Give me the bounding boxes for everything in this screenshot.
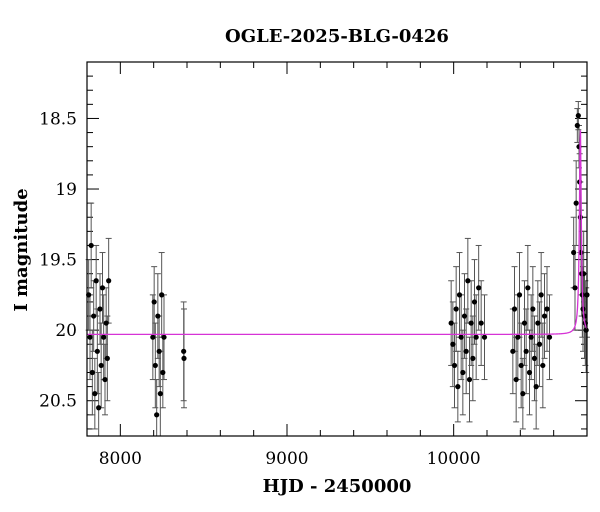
data-point	[571, 249, 577, 256]
data-point	[468, 320, 474, 326]
data-point	[526, 369, 533, 376]
y-tick-label: 20	[55, 321, 77, 341]
data-point	[458, 334, 464, 340]
data-point	[152, 362, 158, 369]
x-tick-label: 9000	[265, 449, 308, 469]
data-point	[455, 384, 461, 390]
data-point	[523, 348, 529, 354]
data-point	[88, 242, 94, 249]
data-point	[466, 376, 473, 383]
data-point	[536, 341, 543, 347]
y-tick-label: 19.5	[39, 251, 77, 271]
data-point	[525, 285, 531, 291]
data-point	[463, 348, 469, 354]
data-point	[528, 334, 534, 340]
y-tick-label: 20.5	[39, 392, 77, 412]
data-point	[98, 362, 104, 369]
data-point	[510, 348, 516, 354]
x-tick-label: 10000	[427, 449, 481, 469]
y-tick-label: 19	[55, 180, 77, 200]
data-point	[535, 320, 541, 326]
model-curve	[87, 130, 588, 336]
data-point	[89, 369, 95, 376]
data-point	[473, 334, 479, 340]
data-point	[533, 384, 539, 390]
data-point	[520, 391, 526, 397]
data-point	[102, 376, 108, 383]
data-point	[470, 355, 476, 361]
data-point	[155, 313, 161, 319]
data-point	[513, 376, 519, 383]
axis-ticks: 8000 9000 10000 18.5 19 19.5 20 20.5	[39, 62, 588, 469]
data-point	[156, 348, 162, 354]
data-point	[150, 334, 156, 340]
data-point	[518, 362, 524, 369]
data-point	[574, 122, 580, 129]
x-axis-label: HJD - 2450000	[263, 476, 412, 497]
data-point	[451, 362, 458, 369]
data-point	[450, 341, 456, 347]
data-point	[181, 348, 187, 354]
data-point	[159, 292, 165, 298]
data-point	[572, 285, 578, 291]
data-point	[541, 313, 548, 319]
plot-frame	[86, 61, 588, 437]
data-point	[476, 285, 482, 291]
data-point	[471, 299, 478, 305]
data-point	[160, 369, 166, 376]
data-point	[181, 355, 187, 361]
error-bars	[85, 101, 590, 437]
data-point	[546, 334, 553, 340]
data-point	[103, 320, 109, 326]
data-point	[478, 320, 484, 326]
data-point	[157, 391, 163, 397]
data-point	[481, 334, 488, 340]
data-point	[99, 285, 106, 291]
data-point	[577, 214, 583, 220]
data-point	[161, 334, 167, 340]
chart-title: OGLE-2025-BLG-0426	[225, 26, 449, 47]
data-point	[540, 362, 546, 369]
data-point	[154, 412, 160, 418]
data-point	[460, 369, 466, 376]
data-point	[461, 313, 468, 319]
data-point	[521, 320, 528, 326]
data-point	[511, 306, 518, 312]
data-point	[530, 306, 536, 312]
data-point	[531, 355, 538, 361]
data-point	[516, 292, 523, 298]
data-point	[453, 306, 459, 312]
data-point	[93, 278, 99, 284]
data-point	[573, 200, 579, 206]
data-point	[92, 391, 98, 397]
data-point	[87, 334, 93, 340]
y-axis-label: I magnitude	[11, 188, 32, 311]
data-point	[104, 355, 110, 361]
x-tick-label: 8000	[99, 449, 142, 469]
y-tick-label: 18.5	[39, 109, 77, 129]
data-point	[538, 292, 544, 298]
data-point	[456, 292, 463, 298]
data-point	[94, 348, 100, 354]
data-point	[515, 334, 521, 340]
data-point	[575, 113, 581, 119]
data-point	[91, 313, 97, 319]
data-point	[96, 405, 102, 411]
data-point	[448, 320, 454, 326]
data-point	[465, 278, 471, 284]
data-point	[544, 306, 550, 312]
data-point	[106, 278, 112, 284]
data-point	[101, 334, 107, 340]
data-point	[151, 299, 157, 305]
data-point	[97, 306, 103, 312]
